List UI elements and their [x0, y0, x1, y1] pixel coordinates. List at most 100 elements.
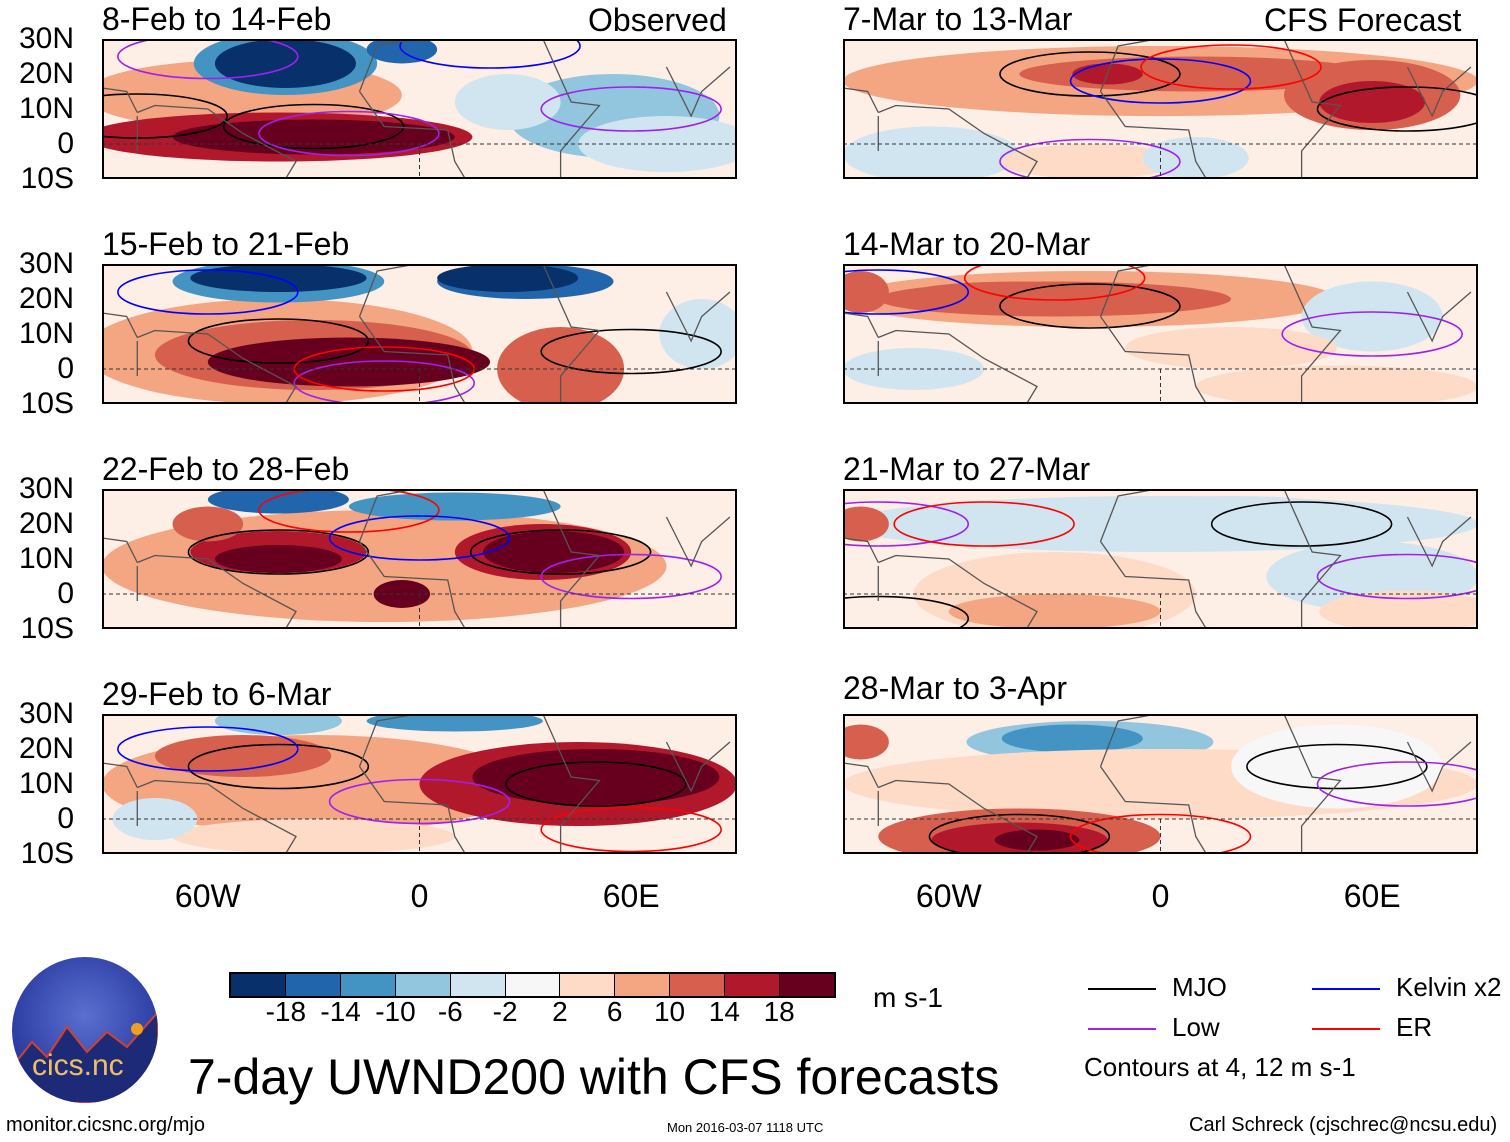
- colorbar-tick-label: 14: [708, 996, 740, 1027]
- coastline: [843, 489, 1472, 629]
- lon-tick-label: 0: [1151, 878, 1170, 914]
- lat-tick-label: 30N: [18, 697, 74, 730]
- colorbar-swatch: [669, 974, 725, 996]
- wind-anomaly-region: [1001, 724, 1143, 753]
- wind-anomaly-region: [843, 724, 889, 760]
- contour-line: [540, 328, 722, 375]
- contour-line: [540, 86, 722, 132]
- panel-title: 14-Mar to 20-Mar: [843, 226, 1091, 262]
- colorbar-swatch: [724, 974, 780, 996]
- contour-line: [469, 529, 652, 575]
- lat-tick-label: 10N: [18, 92, 74, 125]
- contour-line: [1281, 311, 1463, 357]
- lon-tick-label: 60W: [915, 878, 982, 914]
- wind-anomaly-region: [1319, 590, 1478, 629]
- colorbar-tick-label: 6: [606, 996, 623, 1027]
- legend-label: ER: [1396, 1012, 1433, 1042]
- lat-tick-label: 30N: [18, 472, 74, 505]
- contour-line: [117, 39, 299, 80]
- contour-line: [963, 264, 1146, 301]
- lat-tick-label: 10S: [20, 387, 74, 420]
- lat-tick-label: 10N: [18, 317, 74, 350]
- lat-tick-label: 20N: [18, 732, 74, 765]
- lat-tick-label: 10S: [20, 612, 74, 645]
- coastline: [843, 39, 1472, 179]
- contour-line: [1069, 58, 1252, 104]
- lat-tick-label: 10S: [20, 837, 74, 870]
- panel-frame: [102, 489, 737, 629]
- lat-tick-label: 30N: [18, 22, 74, 55]
- lat-tick-label: 10N: [18, 767, 74, 800]
- contour-line: [505, 761, 687, 807]
- contour-line: [187, 529, 370, 575]
- map-panel: [102, 489, 737, 629]
- colorbar-swatch: [339, 974, 395, 996]
- wind-anomaly-region: [948, 594, 1161, 629]
- coastline: [102, 489, 731, 629]
- map-panel: [102, 264, 737, 404]
- footer-timestamp: Mon 2016-03-07 1118 UTC: [667, 1120, 824, 1135]
- wind-anomaly-region: [214, 39, 356, 88]
- wind-anomaly-region: [1319, 81, 1426, 123]
- wind-anomaly-region: [1142, 137, 1249, 179]
- contour-line: [540, 806, 722, 853]
- legend-line-mjo: [1088, 988, 1156, 990]
- contour-line: [117, 726, 299, 772]
- colorbar-swatch: [779, 974, 834, 996]
- contour-line: [999, 283, 1181, 329]
- lat-tick-label: 0: [57, 127, 74, 160]
- colorbar-swatch: [559, 974, 615, 996]
- panel-title: 15-Feb to 21-Feb: [102, 226, 350, 262]
- contour-line: [328, 515, 511, 561]
- colorbar-tick-label: 2: [552, 996, 568, 1027]
- colorbar-swatch: [231, 974, 285, 996]
- contour-line: [399, 39, 581, 69]
- wind-anomaly-region: [1125, 496, 1337, 517]
- legend-label: Kelvin x2: [1396, 972, 1502, 1002]
- coastline: [102, 39, 731, 179]
- panel-frame: [843, 489, 1478, 629]
- panel-title: 21-Mar to 27-Mar: [843, 451, 1091, 487]
- logo-text: cics.nc: [32, 1049, 124, 1082]
- contour-line: [928, 813, 1111, 854]
- lat-tick-label: 0: [57, 802, 74, 835]
- colorbar-swatch: [614, 974, 670, 996]
- cfs-forecast-header: CFS Forecast: [1264, 2, 1462, 38]
- colorbar-tick-label: -6: [437, 996, 463, 1027]
- contour-line: [328, 778, 511, 825]
- wind-anomaly-region: [472, 749, 720, 805]
- colorbar-tick-label: 18: [763, 996, 795, 1027]
- wind-anomaly-region: [154, 735, 332, 777]
- map-panel: [843, 39, 1478, 179]
- lat-tick-label: 20N: [18, 507, 74, 540]
- panel-frame: [102, 714, 737, 854]
- wind-anomaly-region: [1195, 365, 1478, 404]
- lat-tick-label: 10N: [18, 542, 74, 575]
- lat-tick-label: 0: [57, 577, 74, 610]
- contour-line: [1069, 813, 1252, 854]
- lon-tick-label: 0: [410, 878, 429, 914]
- footer-url[interactable]: monitor.cicsnc.org/mjo: [6, 1114, 205, 1136]
- coastline: [102, 264, 731, 404]
- panel-title: 28-Mar to 3-Apr: [843, 670, 1068, 706]
- legend-label: MJO: [1172, 972, 1227, 1002]
- lat-tick-label: 0: [57, 352, 74, 385]
- contour-line: [1316, 553, 1478, 600]
- map-panel: [843, 264, 1478, 404]
- wind-anomaly-region: [373, 580, 431, 608]
- lat-tick-label: 20N: [18, 57, 74, 90]
- lon-tick-label: 60E: [1343, 878, 1401, 914]
- wind-anomaly-region: [172, 506, 244, 542]
- legend-label: Low: [1172, 1012, 1220, 1042]
- contour-line: [187, 743, 370, 790]
- map-panel: [843, 714, 1478, 854]
- coastline: [102, 714, 731, 854]
- contour-line: [540, 553, 722, 600]
- wind-anomaly-region: [207, 489, 349, 514]
- colorbar-tick-label: 10: [653, 996, 686, 1027]
- panel-frame: [843, 264, 1478, 404]
- contour-line: [999, 51, 1181, 97]
- colorbar-units: m s-1: [873, 982, 943, 1013]
- contour-line: [1210, 501, 1393, 547]
